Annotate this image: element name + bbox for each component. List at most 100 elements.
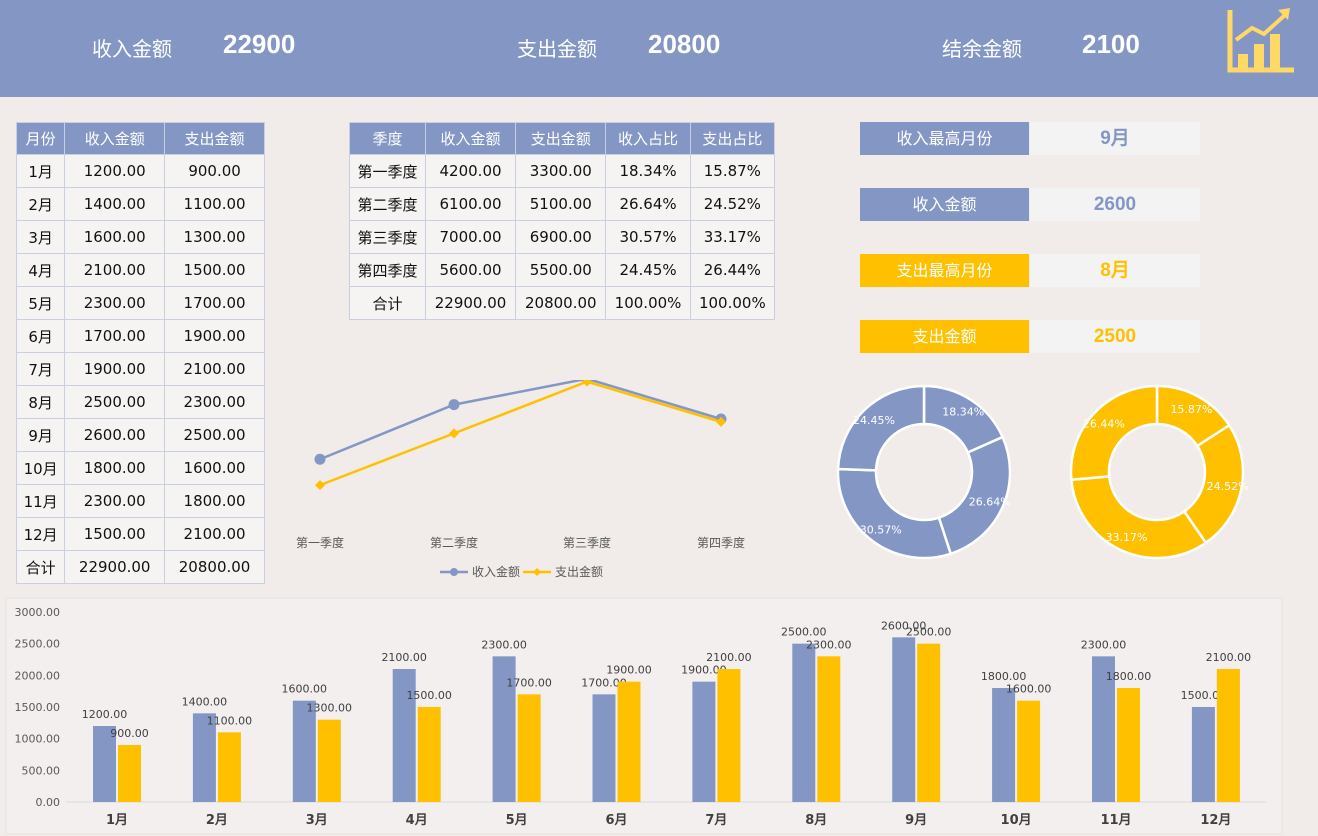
monthly-table-cell: 1800.00	[64, 451, 166, 485]
monthly-table-cell: 3月	[15, 220, 66, 254]
bar-data-label: 2100.00	[381, 651, 427, 664]
bar-expense	[717, 669, 741, 802]
quarter-table-cell: 20800.00	[515, 286, 607, 320]
bar-expense	[317, 719, 341, 802]
bar-income	[792, 643, 816, 802]
donut-slice-label: 15.87%	[1170, 403, 1212, 416]
bar-data-label: 1700.00	[506, 676, 552, 689]
monthly-table-cell: 合计	[15, 550, 66, 584]
monthly-table-cell: 2100.00	[164, 352, 265, 386]
bar-expense	[1216, 669, 1240, 802]
bar-data-label: 1500.00	[406, 689, 452, 702]
growth-chart-icon	[1227, 8, 1294, 73]
max-income-month-value: 9月	[1030, 122, 1200, 155]
quarter-table: 季度 收入金额 支出金额 收入占比 支出占比 第一季度 4200.00 3300.00 18.…	[349, 122, 776, 320]
max-expense-month-value: 8月	[1030, 254, 1200, 287]
quarter-table-cell: 100.00%	[605, 286, 691, 320]
bar-y-tick-label: 500.00	[22, 764, 61, 777]
monthly-table-cell: 1600.00	[64, 220, 166, 254]
bar-income	[592, 694, 616, 802]
line-x-tick-label: 第三季度	[563, 535, 611, 550]
bar-data-label: 1100.00	[207, 714, 253, 727]
quarter-table-cell: 18.34%	[605, 154, 691, 188]
monthly-table-cell: 900.00	[164, 154, 265, 188]
quarter-table-cell: 100.00%	[689, 286, 776, 320]
monthly-table: 月份 收入金额 支出金额 1月 1200.00 900.00 2月 1400.00 1100.…	[15, 122, 265, 584]
income-amount-label: 收入金额	[860, 188, 1029, 221]
bar-expense	[517, 694, 541, 802]
bar-data-label: 1300.00	[307, 702, 353, 715]
donut-slice	[937, 435, 1012, 556]
monthly-table-cell: 1100.00	[164, 187, 265, 221]
bar-x-tick-label: 1月	[106, 813, 128, 828]
max-expense-month-label: 支出最高月份	[860, 254, 1029, 287]
quarter-table-header-cell: 支出占比	[689, 122, 776, 155]
bar-expense	[417, 707, 441, 802]
monthly-table-row: 合计 22900.00 20800.00	[15, 550, 265, 584]
balance-value: 2100	[1082, 29, 1140, 59]
quarter-table-cell: 合计	[349, 286, 426, 320]
quarter-table-cell: 第三季度	[349, 220, 426, 254]
monthly-table-header-cell: 月份	[15, 122, 66, 155]
monthly-table-cell: 2100.00	[164, 517, 265, 551]
quarter-table-header-cell: 季度	[349, 122, 426, 155]
monthly-table-cell: 12月	[15, 517, 66, 551]
monthly-table-row: 5月 2300.00 1700.00	[15, 286, 265, 320]
line-series-0	[319, 380, 722, 461]
bar-data-label: 1700.00	[581, 676, 627, 689]
donut-slice	[836, 467, 953, 560]
line-point-expense	[716, 416, 726, 427]
bar-y-tick-label: 0.00	[36, 796, 61, 809]
legend-marker	[450, 568, 458, 576]
bar-y-tick-label: 2500.00	[15, 638, 61, 651]
monthly-table-row: 11月 2300.00 1800.00	[15, 484, 265, 518]
bar-x-tick-label: 9月	[905, 813, 927, 828]
monthly-table-cell: 20800.00	[164, 550, 265, 584]
bar-x-tick-label: 12月	[1200, 813, 1231, 828]
monthly-table-cell: 1500.00	[164, 253, 265, 287]
donut-slice-label: 24.45%	[853, 414, 895, 427]
quarter-table-cell: 5600.00	[424, 253, 517, 287]
bar-x-tick-label: 10月	[1001, 813, 1032, 828]
bar-data-label: 2300.00	[1081, 638, 1127, 651]
monthly-table-header-cell: 支出金额	[164, 122, 265, 155]
quarter-table-cell: 26.64%	[605, 187, 691, 221]
quarter-table-cell: 26.44%	[689, 253, 776, 287]
monthly-table-cell: 2300.00	[164, 385, 265, 419]
quarter-table-cell: 第四季度	[349, 253, 426, 287]
bar-data-label: 2300.00	[481, 638, 527, 651]
quarter-table-cell: 30.57%	[605, 220, 691, 254]
monthly-table-header: 月份 收入金额 支出金额	[15, 122, 265, 155]
bar-data-label: 1200.00	[82, 708, 128, 721]
bar-data-label: 2600.00	[881, 619, 927, 632]
expense-amount-value: 2500	[1030, 320, 1200, 353]
bar-expense	[917, 643, 941, 802]
quarter-table-cell: 4200.00	[424, 154, 517, 188]
bar-expense	[217, 732, 241, 802]
balance-label: 结余金额	[942, 37, 1022, 61]
monthly-table-cell: 10月	[15, 451, 66, 485]
quarter-table-cell: 22900.00	[424, 286, 517, 320]
bar-y-tick-label: 1000.00	[15, 733, 61, 746]
line-point-expense	[315, 480, 325, 491]
line-x-tick-label: 第一季度	[296, 535, 344, 550]
quarter-table-cell: 6900.00	[515, 220, 607, 254]
donut-slice-label: 26.64%	[969, 495, 1011, 508]
monthly-table-cell: 2500.00	[64, 385, 166, 419]
quarter-table-row: 第二季度 6100.00 5100.00 26.64% 24.52%	[349, 187, 776, 221]
quarter-table-header-cell: 收入占比	[605, 122, 691, 155]
line-point-income	[314, 453, 326, 465]
monthly-bar-chart: 0.00 500.00 1000.00 1500.00 2000.00 2500.00 30…	[5, 597, 1283, 835]
monthly-table-row: 6月 1700.00 1900.00	[15, 319, 265, 353]
bar-data-label: 1800.00	[981, 670, 1027, 683]
quarter-table-cell: 5500.00	[515, 253, 607, 287]
monthly-table-cell: 1月	[15, 154, 66, 188]
monthly-table-cell: 11月	[15, 484, 66, 518]
bar-income	[292, 700, 316, 802]
monthly-table-cell: 2500.00	[164, 418, 265, 452]
monthly-table-cell: 1700.00	[164, 286, 265, 320]
bar-y-tick-label: 2000.00	[15, 669, 61, 682]
quarter-table-cell: 7000.00	[424, 220, 517, 254]
line-x-tick-label: 第四季度	[697, 535, 745, 550]
